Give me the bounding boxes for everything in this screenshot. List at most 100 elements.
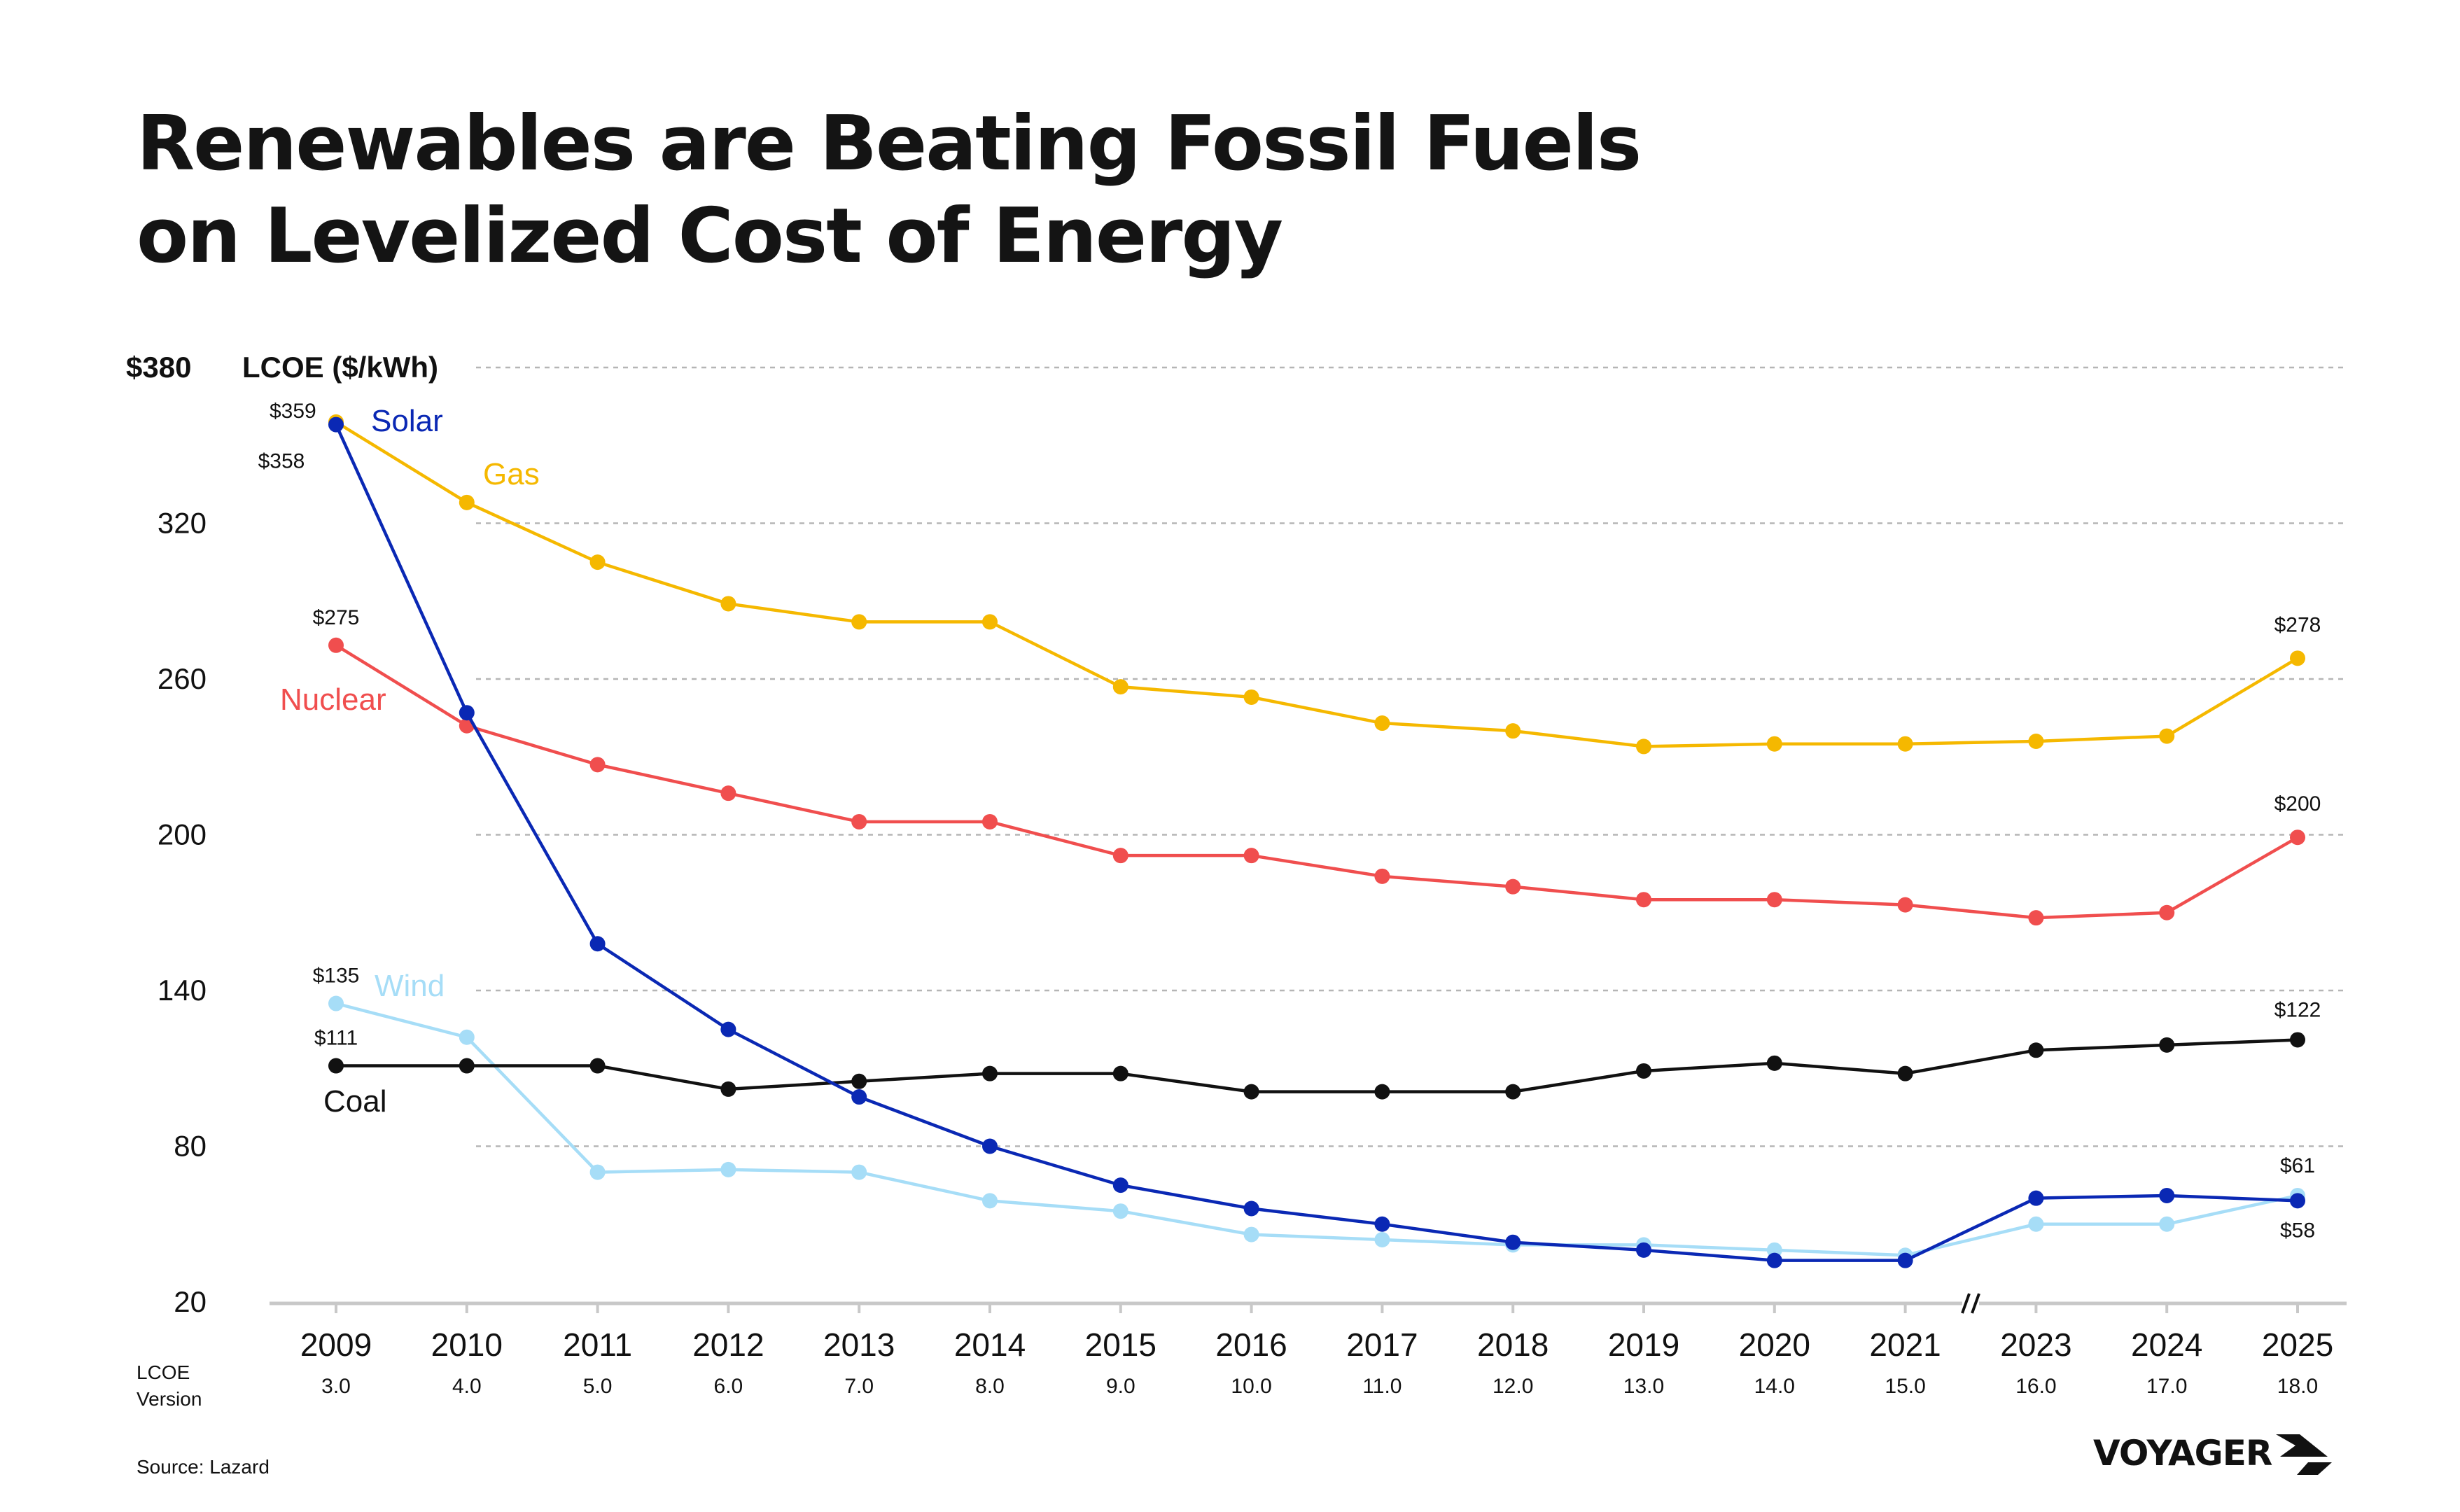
solar-point-2016 [1243, 1200, 1259, 1217]
wind-point-2024 [2159, 1216, 2175, 1232]
series-name-solar: Solar [371, 404, 443, 438]
version-label-5.0: 5.0 [583, 1375, 613, 1398]
y-tick-label-140: 140 [158, 974, 207, 1007]
wind-point-2011 [589, 1164, 606, 1180]
gas-point-2019 [1636, 738, 1651, 755]
solar-point-2021 [1897, 1252, 1913, 1268]
solar-point-2015 [1112, 1177, 1128, 1194]
coal-point-2017 [1374, 1084, 1390, 1100]
coal-point-2018 [1505, 1084, 1521, 1100]
gas-point-2013 [851, 614, 867, 630]
solar-point-2009 [328, 416, 344, 433]
wind-data-label-2025: $61 [2280, 1154, 2315, 1177]
coal-point-2021 [1897, 1065, 1913, 1082]
x-tick-label-2018: 2018 [1477, 1326, 1549, 1363]
coal-point-2015 [1112, 1065, 1128, 1082]
version-label-18.0: 18.0 [2277, 1375, 2318, 1398]
wind-point-2012 [720, 1161, 736, 1177]
version-label-15.0: 15.0 [1885, 1375, 1925, 1398]
wind-point-2014 [982, 1193, 998, 1209]
axes: 20 80 140 200 260 320 $380 LCOE ($/kWh) 2009 3.0 2… [126, 351, 2347, 1410]
coal-point-2023 [2028, 1042, 2044, 1058]
wind-series [328, 995, 2305, 1264]
gas-point-2021 [1897, 736, 1913, 752]
coal-line [336, 1038, 2298, 1093]
version-label-4.0: 4.0 [452, 1375, 482, 1398]
nuclear-point-2009 [328, 637, 344, 653]
coal-point-2020 [1766, 1055, 1782, 1071]
series-name-nuclear: Nuclear [280, 682, 386, 717]
nuclear-point-2012 [720, 785, 736, 802]
coal-point-2009 [328, 1058, 344, 1074]
y-tick-label-260: 260 [158, 662, 207, 695]
wind-point-2015 [1112, 1203, 1128, 1219]
y-tick-label-20: 20 [174, 1285, 207, 1318]
nuclear-point-2016 [1243, 848, 1259, 864]
version-label-14.0: 14.0 [1754, 1375, 1795, 1398]
y-axis-title: LCOE ($/kWh) [242, 351, 438, 384]
coal-point-2016 [1243, 1084, 1259, 1100]
solar-point-2013 [851, 1089, 867, 1105]
solar-data-label-2009: $358 [258, 450, 305, 473]
y-tick-label-380: $380 [126, 351, 191, 384]
gas-point-2016 [1243, 689, 1259, 705]
y-tick-label-200: 200 [158, 818, 207, 851]
gas-point-2024 [2159, 728, 2175, 744]
y-tick-label-80: 80 [174, 1130, 207, 1163]
nuclear-data-label-2025: $200 [2274, 792, 2321, 816]
x-tick-label-2015: 2015 [1085, 1326, 1156, 1363]
nuclear-point-2021 [1897, 897, 1913, 913]
nuclear-point-2020 [1766, 892, 1782, 908]
gas-data-label-2009: $359 [270, 400, 316, 423]
nuclear-point-2015 [1112, 848, 1128, 864]
wind-point-2023 [2028, 1216, 2044, 1232]
version-label-13.0: 13.0 [1623, 1375, 1664, 1398]
x-tick-label-2017: 2017 [1346, 1326, 1418, 1363]
nuclear-point-2025 [2290, 830, 2305, 846]
nuclear-point-2013 [851, 813, 867, 830]
nuclear-series [328, 637, 2305, 926]
gas-point-2015 [1112, 679, 1128, 695]
coal-point-2012 [720, 1081, 736, 1097]
gas-point-2025 [2290, 650, 2305, 666]
solar-point-2025 [2290, 1193, 2305, 1209]
x-tick-label-2016: 2016 [1215, 1326, 1287, 1363]
solar-point-2024 [2159, 1187, 2175, 1203]
brand-wordmark: VOYAGER [2093, 1433, 2272, 1474]
solar-line [334, 424, 2298, 1262]
coal-point-2010 [459, 1058, 475, 1074]
voyager-logo: VOYAGER [2093, 1432, 2335, 1475]
gas-series [328, 414, 2305, 755]
nuclear-data-label-2009: $275 [313, 606, 360, 629]
x-tick-label-2013: 2013 [823, 1326, 895, 1363]
series-name-coal: Coal [323, 1084, 387, 1119]
wind-point-2009 [328, 995, 344, 1011]
wind-data-label-2009: $135 [313, 965, 360, 988]
x-tick-label-2021: 2021 [1869, 1326, 1941, 1363]
wind-line [335, 1002, 2298, 1257]
coal-data-label-2025: $122 [2274, 998, 2321, 1021]
version-label-9.0: 9.0 [1106, 1375, 1135, 1398]
nuclear-point-2014 [982, 813, 998, 830]
wind-point-2016 [1243, 1226, 1259, 1242]
nuclear-point-2024 [2159, 904, 2175, 920]
coal-data-label-2009: $111 [314, 1027, 358, 1050]
version-label-6.0: 6.0 [714, 1375, 743, 1398]
solar-series [328, 416, 2305, 1268]
nuclear-point-2018 [1505, 878, 1521, 895]
gas-point-2017 [1374, 715, 1390, 732]
version-label-16.0: 16.0 [2015, 1375, 2056, 1398]
version-label-12.0: 12.0 [1493, 1375, 1533, 1398]
gas-point-2014 [982, 614, 998, 630]
series-name-wind: Wind [375, 969, 445, 1003]
version-axis-label-line-1: LCOE [137, 1362, 190, 1383]
version-axis-label-line-2: Version [137, 1388, 202, 1410]
solar-point-2014 [982, 1138, 998, 1154]
y-tick-label-320: 320 [158, 507, 207, 540]
solar-point-2023 [2028, 1190, 2044, 1206]
wind-point-2010 [459, 1029, 475, 1045]
version-label-7.0: 7.0 [844, 1375, 874, 1398]
solar-point-2011 [589, 936, 606, 952]
chart-labels: Gas Nuclear Solar Wind Coal $359 $278 $275 $200 $… [258, 400, 2321, 1242]
coal-point-2011 [589, 1058, 606, 1074]
